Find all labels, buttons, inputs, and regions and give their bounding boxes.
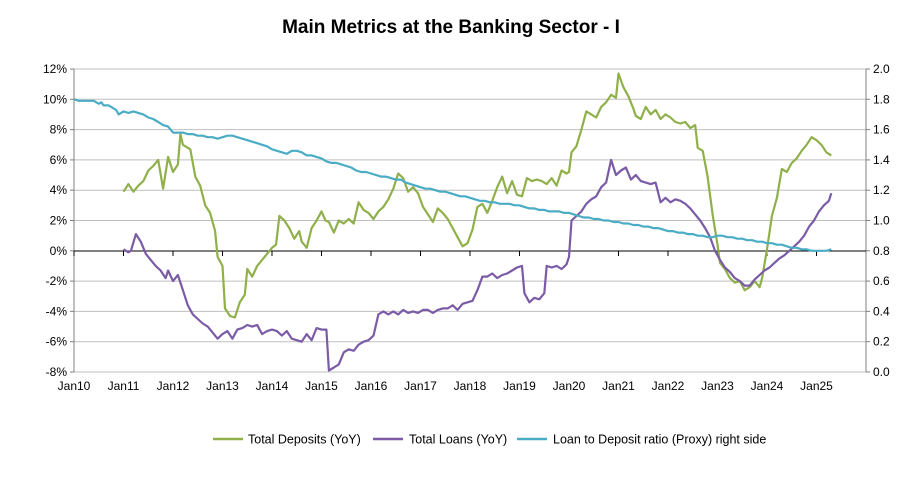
right-tick-label: 2.0 <box>873 62 890 76</box>
left-tick-label: 2% <box>50 214 68 228</box>
left-tick-label: -6% <box>46 335 68 349</box>
right-tick-label: 1.2 <box>873 183 890 197</box>
right-axis: 0.0 0.2 0.4 0.6 0.8 1.0 1.2 1.4 1.6 1.8 2.0 <box>866 62 890 379</box>
x-tick-label: Jan15 <box>305 379 338 393</box>
x-tick-label: Jan22 <box>652 379 685 393</box>
right-tick-label: 1.6 <box>873 123 890 137</box>
series-line-2 <box>122 158 833 372</box>
x-tick-label: Jan17 <box>404 379 437 393</box>
x-tick-label: Jan20 <box>553 379 586 393</box>
right-tick-label: 0.0 <box>873 365 890 379</box>
x-tick-label: Jan10 <box>58 379 91 393</box>
x-tick-label: Jan16 <box>355 379 388 393</box>
right-tick-label: 0.4 <box>873 304 890 318</box>
series-group <box>73 72 833 372</box>
series-line-3 <box>73 98 832 252</box>
right-tick-label: 0.8 <box>873 244 890 258</box>
grid-lines <box>74 68 866 373</box>
legend-label: Loan to Deposit ratio (Proxy) right side <box>553 433 766 447</box>
right-tick-label: 0.6 <box>873 274 890 288</box>
left-tick-label: -8% <box>46 365 68 379</box>
x-tick-label: Jan25 <box>800 379 833 393</box>
chart-title: Main Metrics at the Banking Sector - I <box>282 17 620 38</box>
left-axis: -8% -6% -4% -2% 0% 2% 4% 6% 8% 10% 12% <box>43 62 74 379</box>
left-tick-label: 4% <box>50 183 68 197</box>
right-tick-label: 1.8 <box>873 92 890 106</box>
x-tick-label: Jan18 <box>454 379 487 393</box>
left-tick-label: -4% <box>46 304 68 318</box>
legend-label: Total Deposits (YoY) <box>248 433 361 447</box>
x-tick-label: Jan19 <box>503 379 536 393</box>
right-tick-label: 1.4 <box>873 153 890 167</box>
x-tick-label: Jan21 <box>602 379 635 393</box>
left-tick-label: -2% <box>46 274 68 288</box>
left-tick-label: 10% <box>43 92 67 106</box>
series-line-1 <box>122 72 832 319</box>
x-tick-label: Jan12 <box>157 379 190 393</box>
x-tick-label: Jan23 <box>701 379 734 393</box>
left-tick-label: 8% <box>50 123 68 137</box>
x-tick-label: Jan13 <box>206 379 239 393</box>
left-tick-label: 6% <box>50 153 68 167</box>
x-axis: Jan10 Jan11 Jan12 Jan13 Jan14 Jan15 Jan16 Jan17… <box>58 251 833 393</box>
left-tick-label: 12% <box>43 62 67 76</box>
right-tick-label: 1.0 <box>873 214 890 228</box>
legend-label: Total Loans (YoY) <box>409 433 507 447</box>
x-tick-label: Jan24 <box>751 379 784 393</box>
right-tick-label: 0.2 <box>873 335 890 349</box>
legend: Total Deposits (YoY) Total Loans (YoY) Loa… <box>213 433 766 447</box>
left-tick-label: 0% <box>50 244 68 258</box>
x-tick-label: Jan11 <box>108 379 140 393</box>
x-tick-label: Jan14 <box>256 379 289 393</box>
